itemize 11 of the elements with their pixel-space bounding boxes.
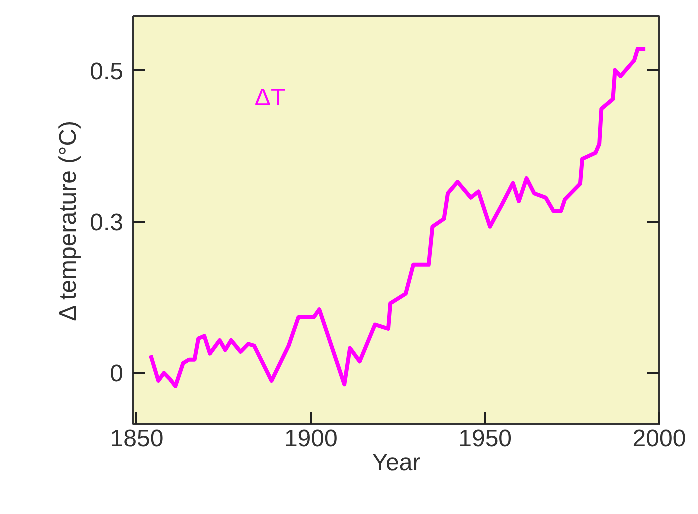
x-tick-label: 1900 [284, 426, 338, 452]
text: ΔT [254, 84, 286, 112]
x-tick-label: 1950 [458, 426, 512, 452]
line-series [148, 47, 648, 388]
y-tick-label: 0 [110, 360, 124, 388]
x-tick-label: 2000 [632, 426, 686, 452]
y-axis-title: Δ temperature (°C) [55, 120, 82, 322]
y-tick-label: 0.3 [90, 210, 124, 237]
x-axis-title: Year [372, 450, 421, 476]
y-tick-label: 0.5 [90, 58, 124, 86]
x-tick-label: 1850 [110, 426, 164, 452]
